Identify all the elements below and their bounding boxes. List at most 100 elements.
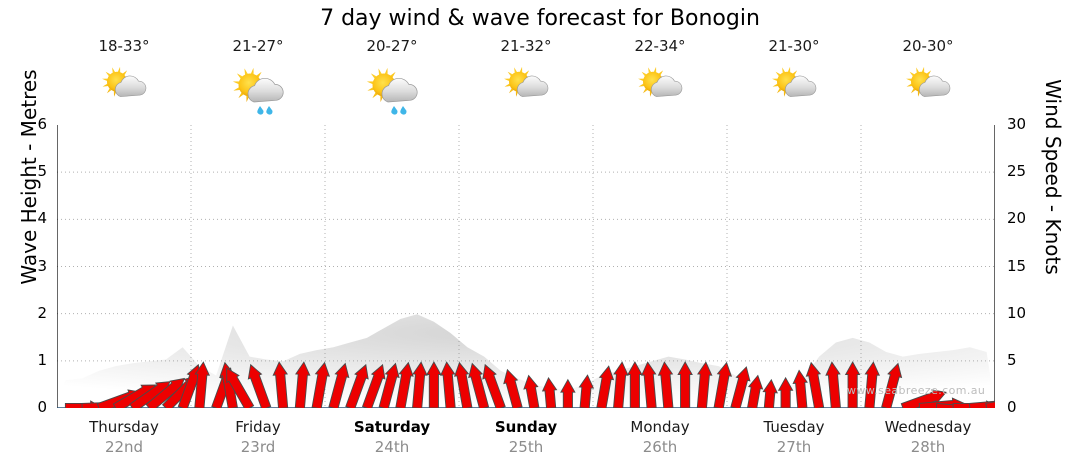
day-label-wednesday: Wednesday 28th [861,417,995,467]
wind-arrow [657,361,674,408]
day-header-saturday: 20-27° [325,38,459,123]
left-tick-label: 2 [37,303,47,322]
day-header-sunday: 21-32° [459,38,593,123]
right-tick-label: 10 [1007,303,1027,322]
sun-behind-cloud-icon [906,66,951,97]
day-temperature-range: 20-27° [366,37,418,55]
wind-arrow [696,361,713,408]
day-temperature-range: 21-27° [232,37,284,55]
wind-arrow [578,374,595,408]
day-footer-row: Thursday 22nd Friday 23rd Saturday 24th Sunday… [57,417,995,467]
wind-arrow [541,377,558,408]
rain-drop-icon [400,106,407,115]
day-date: 28th [910,438,946,456]
wind-arrow [747,374,764,408]
right-tick-label: 20 [1007,209,1027,228]
left-tick-label: 4 [37,209,47,228]
day-header-friday: 21-27° [191,38,325,123]
wind-arrow [523,374,540,408]
weather-icon-wrapper [361,60,423,126]
rain-drop-icon [257,106,264,115]
rain-drop-icon [391,106,398,115]
rain-drop-icon [266,106,273,115]
day-header-tuesday: 21-30° [727,38,861,123]
wind-arrow [825,361,841,408]
wind-arrow [247,363,272,408]
weather-icon-wrapper [897,60,959,118]
day-label-sunday: Sunday 25th [459,417,593,467]
day-header-wednesday: 20-30° [861,38,995,123]
day-label-tuesday: Tuesday 27th [727,417,861,467]
wind-arrow [596,365,615,408]
wind-arrow [226,367,255,408]
wind-arrow [482,363,506,408]
day-temperature-range: 21-32° [500,37,552,55]
wind-arrow [378,362,400,408]
wind-arrow [613,361,629,408]
day-date: 26th [642,438,678,456]
right-tick-label: 15 [1007,256,1027,275]
day-temperature-range: 20-30° [902,37,954,55]
wind-arrow [345,363,369,408]
day-name: Friday [235,418,281,436]
right-tick-label: 0 [1007,398,1017,416]
sun-behind-rain-cloud-icon [232,67,284,115]
wind-arrow [805,361,825,408]
day-header-row: 18-33° 21-27° 20-27° 21-32° 22-34° 21-30° 20-3… [57,38,995,123]
day-date: 24th [374,438,410,456]
day-temperature-range: 18-33° [98,37,150,55]
wind-arrow-group [64,361,995,408]
wind-arrow [395,361,414,408]
wind-arrow [792,369,808,408]
day-date: 22nd [104,438,144,456]
wind-arrow [328,362,350,408]
day-temperature-range: 21-30° [768,37,820,55]
band-shadow [57,314,995,408]
day-name: Wednesday [884,418,972,436]
wind-arrow [560,378,576,408]
sun-behind-cloud-icon [102,66,147,97]
page-title: 7 day wind & wave forecast for Bonogin [320,6,760,31]
wind-arrow [272,361,289,408]
wind-arrow [627,361,643,408]
wind-arrow [440,361,456,408]
chart-canvas [57,125,995,408]
right-tick-label: 5 [1007,350,1017,369]
wind-arrow [844,361,861,408]
day-name: Tuesday [763,418,825,436]
wind-arrow [641,361,657,408]
day-temperature-range: 22-34° [634,37,686,55]
day-label-monday: Monday 26th [593,417,727,467]
wind-arrow [677,361,693,408]
day-label-saturday: Saturday 24th [325,417,459,467]
day-label-thursday: Thursday 22nd [57,417,191,467]
day-date: 23rd [240,438,276,456]
left-tick-label: 1 [37,350,47,369]
wind-arrow [762,378,778,408]
wind-arrow [881,362,903,408]
sun-behind-rain-cloud-icon [366,67,418,115]
right-tick-label: 30 [1007,115,1027,133]
weather-icon-wrapper [495,60,557,118]
weather-icon-wrapper [763,60,825,118]
sun-behind-cloud-icon [504,66,549,97]
wind-arrow [777,376,794,408]
weather-icon-wrapper [93,60,155,118]
wind-arrow [194,361,210,408]
sun-behind-cloud-icon [772,66,817,97]
day-name: Saturday [353,418,431,436]
day-date: 27th [776,438,812,456]
left-tick-label: 0 [37,398,47,416]
weather-icon-wrapper [227,60,289,126]
left-tick-label: 6 [37,115,47,133]
right-axis-title: Wind Speed - Knots [1041,79,1065,275]
day-name: Thursday [89,418,159,436]
wind-arrow [864,361,880,408]
sun-behind-cloud-icon [638,66,683,97]
left-tick-label: 5 [37,162,47,181]
day-name: Monday [630,418,690,436]
day-name: Sunday [494,418,558,436]
plot-area: 6 5 4 3 2 1 0 30 25 20 15 10 5 0 [37,117,1026,415]
wind-arrow [713,361,733,408]
